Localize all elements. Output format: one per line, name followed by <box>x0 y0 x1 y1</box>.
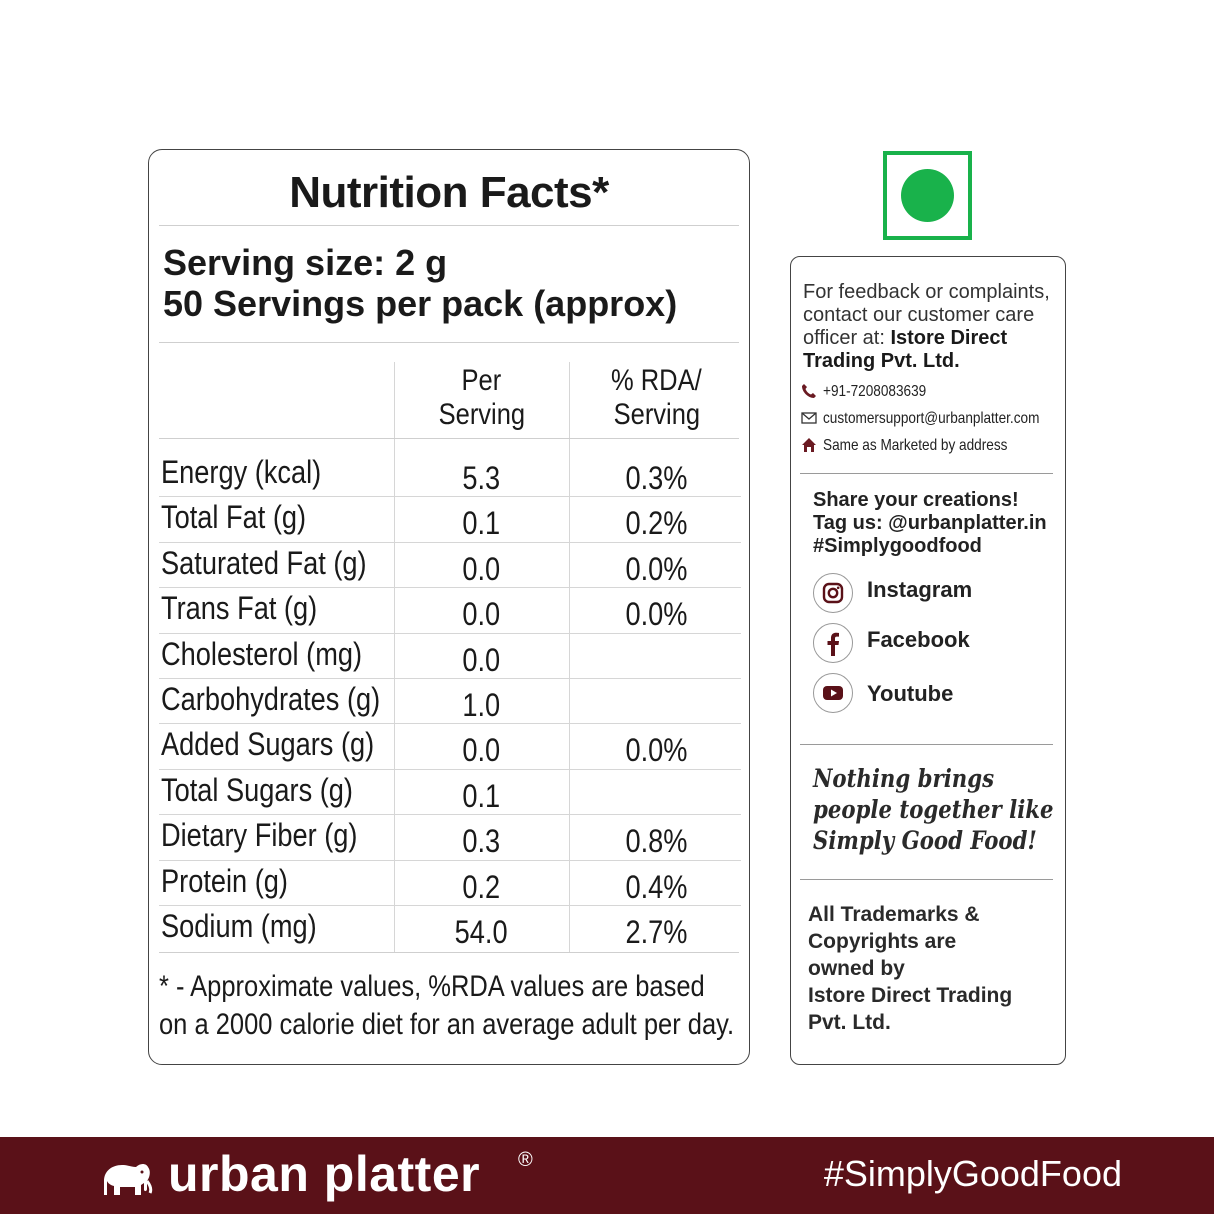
nutrition-title: Nutrition Facts* <box>289 168 609 217</box>
registered-mark: ® <box>518 1149 533 1171</box>
column-header-per-serving: Per Serving <box>438 364 525 431</box>
per-serving-value: 0.0 <box>462 596 501 633</box>
brand-name: urban platter <box>168 1146 481 1202</box>
elephant-icon <box>104 1164 153 1195</box>
footnote: * - Approximate values, %RDA values are … <box>159 970 735 1041</box>
youtube-icon <box>823 686 843 700</box>
divider <box>800 473 1053 474</box>
phone-contact: +91-7208083639 <box>801 383 944 401</box>
rda-value: 2.7% <box>625 913 688 950</box>
table-row: Saturated Fat (g) 0.0 0.0% <box>159 543 741 589</box>
phone-icon <box>802 384 816 398</box>
table-row: Dietary Fiber (g) 0.3 0.8% <box>159 815 741 861</box>
rda-value: 0.8% <box>625 823 688 860</box>
divider <box>159 952 739 953</box>
nutrient-label: Saturated Fat (g) <box>161 544 367 581</box>
table-row: Cholesterol (mg) 0.0 <box>159 634 741 679</box>
per-serving-value: 0.1 <box>462 777 501 814</box>
rda-value <box>569 687 744 724</box>
column-divider <box>394 362 395 952</box>
rda-value: 0.3% <box>625 460 688 496</box>
per-serving-value: 5.3 <box>462 460 501 496</box>
nutrient-label: Sodium (mg) <box>161 907 317 944</box>
nutrient-label: Added Sugars (g) <box>161 726 375 763</box>
rda-value: 0.0% <box>625 550 688 587</box>
serving-info: Serving size: 2 g 50 Servings per pack (… <box>163 242 677 324</box>
per-serving-value: 0.3 <box>462 823 501 860</box>
table-row: Carbohydrates (g) 1.0 <box>159 679 744 725</box>
table-row: Trans Fat (g) 0.0 0.0% <box>159 588 741 634</box>
contact-info-panel: For feedback or complaints, contact our … <box>790 256 1066 1065</box>
per-serving-value: 0.0 <box>462 641 501 678</box>
trademark-notice: All Trademarks & Copyrights are owned by… <box>808 903 1013 1034</box>
divider <box>159 225 739 226</box>
servings-per-pack: 50 Servings per pack (approx) <box>163 283 678 324</box>
nutrient-label: Dietary Fiber (g) <box>161 817 358 854</box>
home-icon <box>802 438 816 452</box>
instagram-icon <box>822 582 844 604</box>
mail-icon <box>801 412 817 424</box>
facebook-icon <box>827 632 839 656</box>
nutrient-label: Total Sugars (g) <box>161 771 353 808</box>
nutrient-label: Cholesterol (mg) <box>161 635 363 672</box>
rda-value: 0.4% <box>625 868 688 905</box>
share-text: Share your creations! Tag us: @urbanplat… <box>813 489 1047 557</box>
divider <box>800 744 1053 745</box>
per-serving-value: 0.0 <box>462 550 501 587</box>
nutrient-label: Energy (kcal) <box>161 454 322 490</box>
veg-symbol-icon <box>883 151 972 240</box>
slogan: Nothing brings people together like Simp… <box>813 764 1054 855</box>
table-row: Energy (kcal) 5.3 0.3% <box>159 452 741 498</box>
nutrition-rows: Energy (kcal) 5.3 0.3% Total Fat (g) 0.1 0.2%… <box>159 452 741 951</box>
feedback-text: For feedback or complaints, contact our … <box>803 281 1050 372</box>
divider <box>800 879 1053 880</box>
table-row: Total Sugars (g) 0.1 <box>159 770 744 816</box>
column-header-rda: % RDA/ Serving <box>611 364 702 431</box>
rda-value: 0.2% <box>625 505 688 542</box>
rda-value: 0.0% <box>625 596 688 633</box>
table-row: Protein (g) 0.2 0.4% <box>159 861 741 906</box>
serving-size: Serving size: 2 g <box>163 242 448 283</box>
nutrient-label: Trans Fat (g) <box>161 590 318 627</box>
per-serving-value: 54.0 <box>455 913 508 950</box>
brand-footer-bar: urban platter ® #SimplyGoodFood <box>0 1137 1214 1214</box>
brand-hashtag: #SimplyGoodFood <box>823 1153 1122 1194</box>
table-row: Total Fat (g) 0.1 0.2% <box>159 497 741 543</box>
column-divider <box>569 362 570 952</box>
table-row: Sodium (mg) 54.0 2.7% <box>159 906 741 951</box>
per-serving-value: 0.1 <box>462 505 501 542</box>
rda-value <box>569 778 744 815</box>
nutrient-label: Total Fat (g) <box>161 499 307 536</box>
nutrient-label: Protein (g) <box>161 862 288 899</box>
table-row: Added Sugars (g) 0.0 0.0% <box>159 724 741 770</box>
email-contact: customersupport@urbanplatter.com <box>801 410 1078 428</box>
divider <box>159 438 739 439</box>
per-serving-value: 1.0 <box>462 686 501 723</box>
address-contact: Same as Marketed by address <box>801 437 1040 455</box>
per-serving-value: 0.0 <box>462 732 501 769</box>
nutrition-facts-panel: Nutrition Facts* Serving size: 2 g 50 Se… <box>148 149 750 1065</box>
per-serving-value: 0.2 <box>462 868 501 905</box>
nutrient-label: Carbohydrates (g) <box>161 680 381 717</box>
veg-dot <box>901 169 954 222</box>
divider <box>159 342 739 343</box>
rda-value: 0.0% <box>625 732 688 769</box>
rda-value <box>569 642 744 679</box>
